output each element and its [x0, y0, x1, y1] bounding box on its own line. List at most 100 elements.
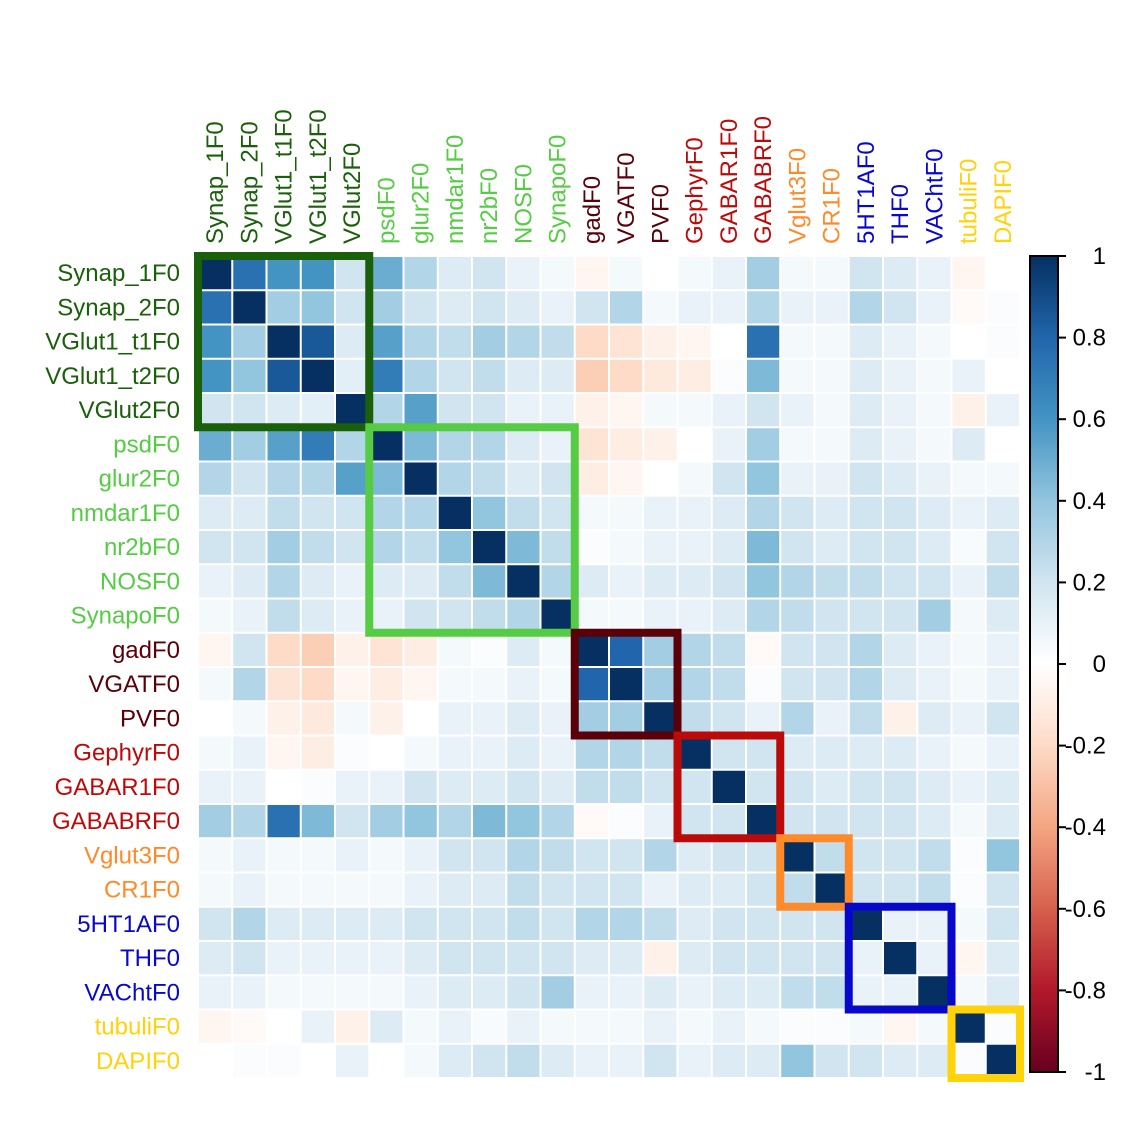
heatmap-cell	[952, 325, 985, 358]
heatmap-cell	[336, 257, 369, 290]
heatmap-cell	[473, 668, 506, 701]
heatmap-cell	[267, 462, 300, 495]
heatmap-cell	[644, 531, 677, 564]
heatmap-cell	[712, 668, 745, 701]
heatmap-cell	[507, 873, 540, 906]
heatmap-cell	[404, 291, 437, 324]
heatmap-cell	[199, 428, 232, 461]
heatmap-cell	[884, 702, 917, 735]
heatmap-cell	[952, 942, 985, 975]
heatmap-cell	[952, 599, 985, 632]
heatmap-cell	[712, 565, 745, 598]
heatmap-cell	[678, 531, 711, 564]
heatmap-cell	[678, 496, 711, 529]
heatmap-cell	[541, 839, 574, 872]
heatmap-cell	[781, 633, 814, 666]
heatmap-cell	[541, 805, 574, 838]
heatmap-cell	[438, 839, 471, 872]
heatmap-cell	[438, 1010, 471, 1043]
heatmap-cell	[404, 462, 437, 495]
heatmap-cell	[438, 976, 471, 1009]
heatmap-cell	[747, 291, 780, 324]
heatmap-cell	[781, 359, 814, 392]
heatmap-cell	[473, 976, 506, 1009]
heatmap-cell	[301, 325, 334, 358]
heatmap-cell	[233, 1010, 266, 1043]
heatmap-cell	[404, 873, 437, 906]
heatmap-cell	[884, 428, 917, 461]
heatmap-cell	[438, 633, 471, 666]
heatmap-cell	[404, 565, 437, 598]
heatmap-cell	[575, 325, 608, 358]
heatmap-cell	[849, 805, 882, 838]
heatmap-cell	[952, 907, 985, 940]
heatmap-cell	[747, 702, 780, 735]
heatmap-cell	[815, 394, 848, 427]
heatmap-cell	[199, 702, 232, 735]
heatmap-cell	[233, 805, 266, 838]
heatmap-cell	[781, 942, 814, 975]
heatmap-cell	[473, 805, 506, 838]
heatmap-cell	[678, 359, 711, 392]
heatmap-cell	[986, 599, 1019, 632]
heatmap-cell	[986, 633, 1019, 666]
heatmap-cell	[473, 599, 506, 632]
heatmap-cell	[610, 531, 643, 564]
heatmap-cell	[986, 291, 1019, 324]
heatmap-cell	[952, 1044, 985, 1077]
heatmap-cell	[747, 257, 780, 290]
heatmap-cell	[233, 873, 266, 906]
heatmap-cell	[507, 394, 540, 427]
heatmap-cell	[747, 428, 780, 461]
heatmap-cell	[815, 531, 848, 564]
heatmap-cell	[301, 257, 334, 290]
heatmap-cell	[336, 359, 369, 392]
heatmap-cell	[815, 770, 848, 803]
cluster-box	[844, 902, 956, 1014]
heatmap-cell	[747, 907, 780, 940]
heatmap-cell	[781, 257, 814, 290]
heatmap-cell	[644, 291, 677, 324]
heatmap-cell	[747, 531, 780, 564]
heatmap-cell	[747, 736, 780, 769]
heatmap-cell	[438, 668, 471, 701]
heatmap-cell	[678, 462, 711, 495]
heatmap-cell	[918, 736, 951, 769]
row-label: VGATF0	[88, 671, 180, 698]
heatmap-cell	[541, 291, 574, 324]
row-label: Vglut3F0	[84, 842, 180, 869]
column-label: DAPIF0	[990, 160, 1017, 244]
heatmap-cell	[986, 668, 1019, 701]
heatmap-cell	[199, 668, 232, 701]
heatmap-cell	[644, 359, 677, 392]
heatmap-cell	[986, 462, 1019, 495]
heatmap-cell	[884, 325, 917, 358]
heatmap-cell	[610, 633, 643, 666]
heatmap-cell	[747, 942, 780, 975]
heatmap-cell	[370, 839, 403, 872]
column-label: nr2bF0	[476, 168, 503, 244]
heatmap-cell	[199, 633, 232, 666]
heatmap-cell	[781, 325, 814, 358]
heatmap-cell	[986, 770, 1019, 803]
heatmap-cell	[610, 291, 643, 324]
heatmap-cell	[610, 599, 643, 632]
heatmap-cell	[507, 907, 540, 940]
heatmap-cell	[507, 1010, 540, 1043]
colorbar-gradient	[1029, 255, 1059, 1073]
heatmap-cell	[644, 496, 677, 529]
heatmap-cell	[336, 1044, 369, 1077]
heatmap-cell	[610, 1010, 643, 1043]
column-label: GABAR1F0	[716, 119, 743, 244]
heatmap-cell	[336, 976, 369, 1009]
heatmap-cell	[849, 1010, 882, 1043]
heatmap-cell	[918, 599, 951, 632]
heatmap-cell	[438, 359, 471, 392]
heatmap-cell	[884, 907, 917, 940]
heatmap-cell	[610, 428, 643, 461]
heatmap-cell	[781, 668, 814, 701]
heatmap-cell	[336, 394, 369, 427]
heatmap-cell	[952, 633, 985, 666]
heatmap-cell	[199, 394, 232, 427]
heatmap-cell	[952, 976, 985, 1009]
